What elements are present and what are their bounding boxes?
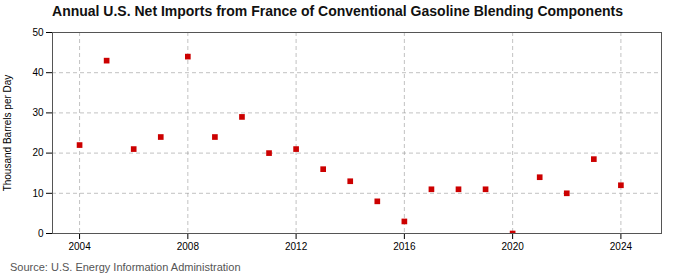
svg-text:0: 0 [38, 228, 44, 239]
svg-text:2020: 2020 [502, 241, 525, 252]
svg-text:20: 20 [32, 147, 44, 158]
svg-text:30: 30 [32, 107, 44, 118]
svg-text:2024: 2024 [610, 241, 633, 252]
svg-text:40: 40 [32, 67, 44, 78]
svg-text:2004: 2004 [68, 241, 91, 252]
html-text:Source: U.S. Energy Informatio: Source: U.S. Energy Information Administ… [10, 261, 241, 273]
svg-text:2016: 2016 [393, 241, 416, 252]
svg-text:10: 10 [32, 188, 44, 199]
svg-text:50: 50 [32, 27, 44, 38]
svg-text:Thousand Barrels per Day: Thousand Barrels per Day [2, 75, 13, 192]
svg-text:2012: 2012 [285, 241, 308, 252]
html-text:Annual U.S. Net Imports from F: Annual U.S. Net Imports from France of C… [52, 3, 623, 19]
svg-text:2008: 2008 [177, 241, 200, 252]
